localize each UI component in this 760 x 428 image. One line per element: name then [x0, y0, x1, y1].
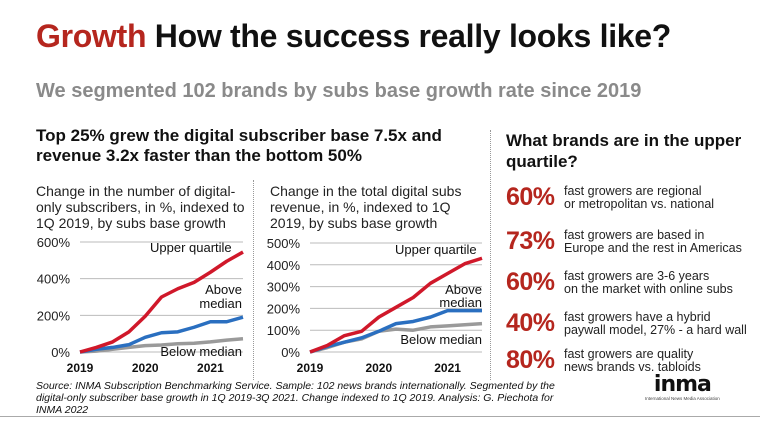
- y-tick-label: 500%: [267, 236, 301, 251]
- x-tick-label: 2019: [297, 361, 324, 375]
- stat-percent: 80%: [506, 346, 555, 374]
- series-label: Above: [445, 282, 482, 297]
- page-title: Growth How the success really looks like…: [36, 18, 671, 55]
- series-label: Below median: [160, 344, 242, 359]
- chart1-title: Change in the number of digital-only sub…: [36, 183, 245, 231]
- series-label: Above: [205, 282, 242, 297]
- series-label: median: [199, 296, 242, 311]
- divider: [253, 180, 254, 380]
- headline: Top 25% grew the digital subscriber base…: [36, 126, 442, 165]
- subscribers-chart: 0% 200% 400% 600% 2019 2020 2021 Upper quartile…: [37, 235, 244, 375]
- x-tick-label: 2019: [67, 361, 94, 375]
- y-tick-label: 0%: [51, 345, 70, 360]
- series-label: Upper quartile: [150, 240, 232, 255]
- y-tick-label: 200%: [37, 308, 71, 323]
- logo-word: inma: [653, 372, 712, 397]
- x-tick-label: 2020: [132, 361, 159, 375]
- subtitle: We segmented 102 brands by subs base gro…: [36, 80, 642, 102]
- y-tick-label: 400%: [267, 258, 301, 273]
- stat-percent: 40%: [506, 309, 555, 337]
- title-accent: Growth: [36, 18, 147, 54]
- stat-text: fast growers have a hybrid paywall model,…: [564, 309, 747, 337]
- stat-text: fast growers are based in Europe and the …: [564, 227, 742, 255]
- y-tick-label: 200%: [267, 301, 301, 316]
- x-tick-label: 2021: [197, 361, 224, 375]
- y-tick-label: 400%: [37, 272, 71, 287]
- y-tick-label: 100%: [267, 323, 301, 338]
- stat-percent: 73%: [506, 227, 555, 255]
- series-line-upper-quartile: [309, 256, 483, 354]
- stat-text: fast growers are regional or metropolitan…: [564, 183, 715, 211]
- chart2-title: Change in the total digital subs revenue…: [270, 183, 462, 231]
- y-tick-label: 300%: [267, 280, 301, 295]
- x-tick-label: 2020: [365, 361, 392, 375]
- stat-item: 73% fast growers are based in Europe and t…: [506, 227, 742, 256]
- divider: [490, 130, 491, 380]
- series-line-above-median: [79, 315, 244, 354]
- stat-item: 40% fast growers have a hybrid paywall mod…: [506, 309, 747, 338]
- stat-percent: 60%: [506, 268, 555, 296]
- stat-text: fast growers are 3-6 years on the market …: [564, 268, 733, 296]
- series-line-below-median: [79, 337, 244, 354]
- series-line-upper-quartile: [79, 250, 244, 354]
- title-rest: How the success really looks like?: [154, 18, 672, 54]
- y-tick-label: 0%: [281, 345, 300, 360]
- series-label: Below median: [400, 332, 482, 347]
- x-tick-label: 2021: [434, 361, 461, 375]
- source-note: Source: INMA Subscription Benchmarking S…: [36, 380, 555, 416]
- stat-item: 60% fast growers are regional or metropoli…: [506, 183, 714, 212]
- inma-logo: inma International News Media Associatio…: [645, 372, 720, 402]
- revenue-chart: 0% 100% 200% 300% 400% 500% 2019 2020 2021 Upper …: [267, 236, 483, 375]
- footer-rule: [0, 416, 760, 417]
- stat-text: fast growers are quality news brands vs. …: [564, 346, 701, 374]
- stat-item: 60% fast growers are 3-6 years on the mark…: [506, 268, 733, 297]
- stat-item: 80% fast growers are quality news brands v…: [506, 346, 701, 375]
- series-label: median: [439, 295, 482, 310]
- right-heading: What brands are in the upper quartile?: [506, 131, 742, 171]
- stat-percent: 60%: [506, 183, 555, 211]
- logo-subtitle: International News Media Association: [645, 396, 720, 401]
- series-line-above-median: [309, 308, 482, 354]
- series-label: Upper quartile: [395, 242, 477, 257]
- y-tick-label: 600%: [37, 235, 71, 250]
